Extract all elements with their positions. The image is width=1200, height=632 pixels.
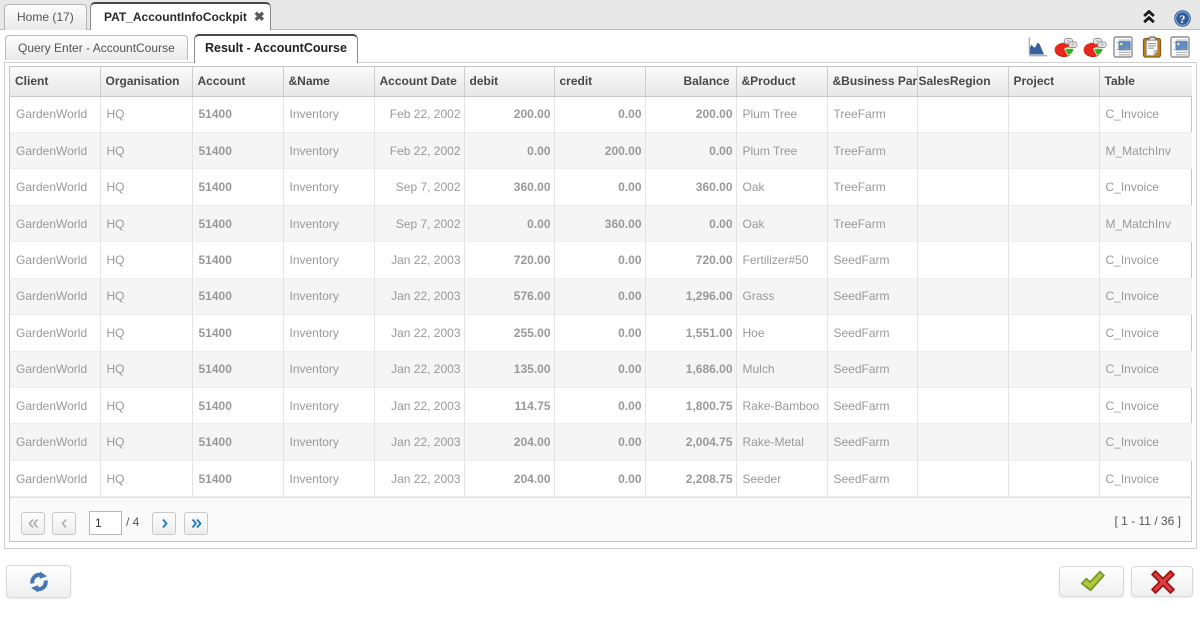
- svg-text:?: ?: [1180, 12, 1186, 26]
